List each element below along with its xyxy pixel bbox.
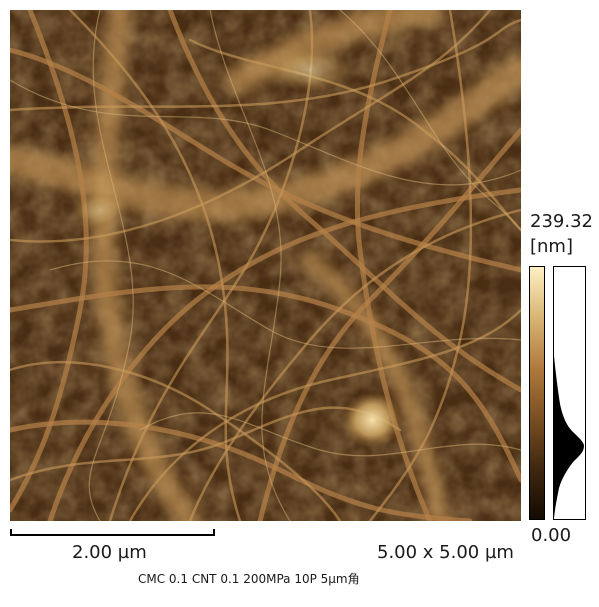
scale-bar-label: 2.00 µm bbox=[72, 542, 147, 563]
scan-size-label: 5.00 x 5.00 µm bbox=[377, 542, 514, 563]
colorbar-max-label: 239.32 bbox=[530, 211, 593, 232]
afm-height-image bbox=[10, 10, 521, 521]
image-caption: CMC 0.1 CNT 0.1 200MPa 10P 5µm角 bbox=[138, 572, 360, 586]
height-histogram bbox=[553, 266, 586, 520]
scale-bar bbox=[10, 529, 215, 536]
colorbar-unit-label: [nm] bbox=[530, 236, 573, 257]
colorbar-min-label: 0.00 bbox=[531, 525, 572, 546]
height-colorbar bbox=[529, 266, 545, 520]
